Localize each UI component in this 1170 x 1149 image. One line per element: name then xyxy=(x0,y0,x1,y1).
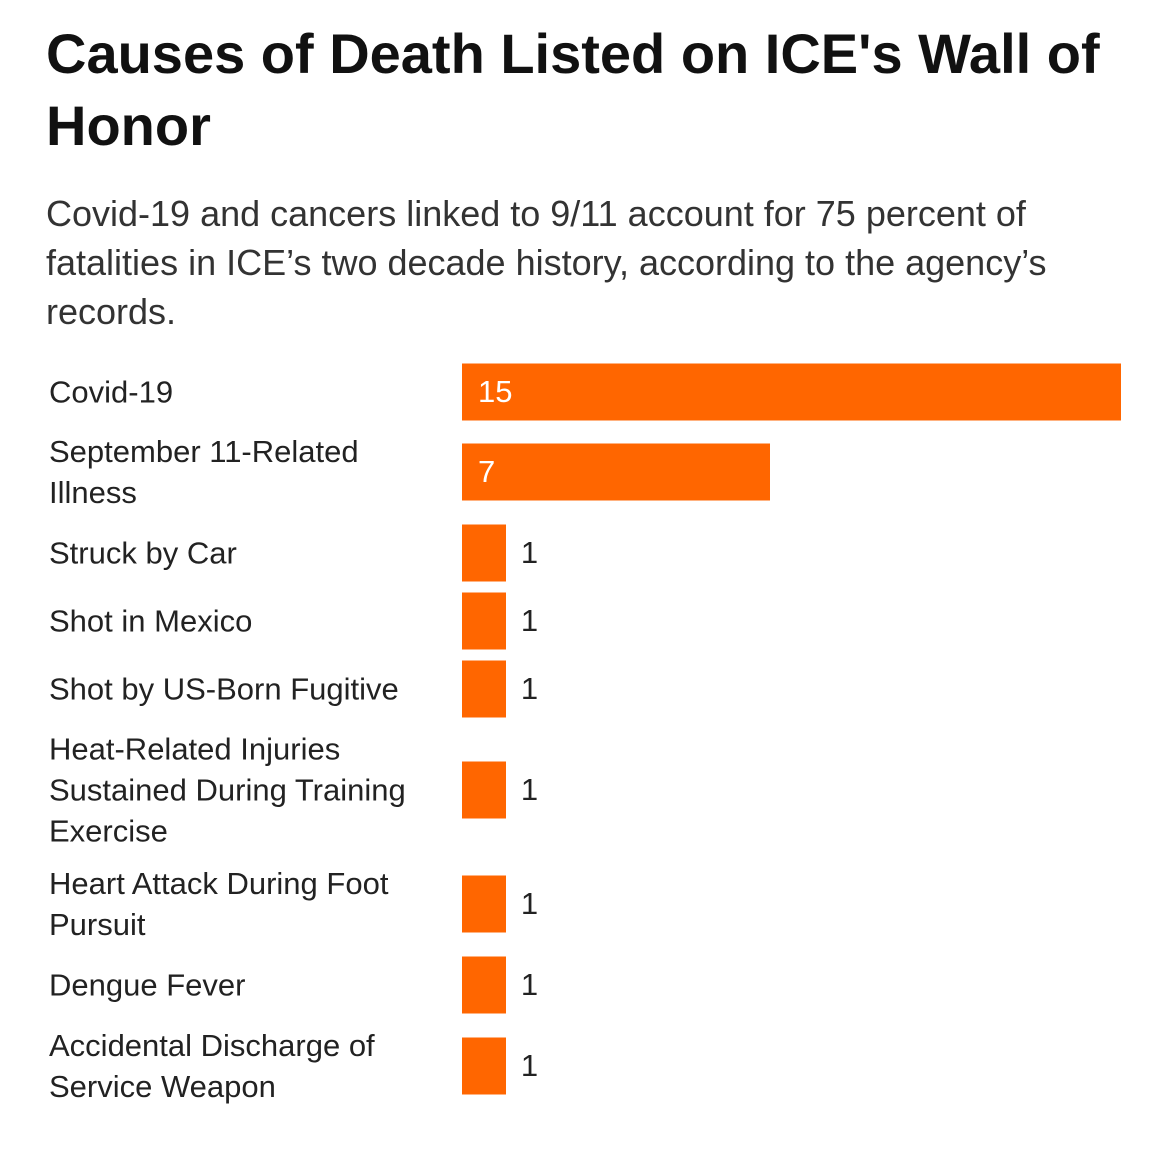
bar xyxy=(462,761,506,819)
bar xyxy=(462,443,770,501)
chart-title: Causes of Death Listed on ICE's Wall of … xyxy=(46,22,1100,157)
value-label: 1 xyxy=(520,671,539,706)
value-label: 1 xyxy=(520,1048,539,1083)
category-label: Shot by US-Born Fugitive xyxy=(49,671,399,707)
bar xyxy=(462,1037,506,1095)
value-label: 7 xyxy=(478,454,496,489)
value-label: 1 xyxy=(520,886,539,921)
category-label: September 11-Related Illness xyxy=(49,434,359,510)
category-label: Dengue Fever xyxy=(49,967,246,1003)
category-label: Shot in Mexico xyxy=(49,603,253,639)
category-label: Accidental Discharge of Service Weapon xyxy=(49,1028,375,1104)
bar xyxy=(462,660,506,718)
value-label: 1 xyxy=(520,603,539,638)
value-label: 1 xyxy=(520,967,539,1002)
bar xyxy=(462,363,1121,421)
value-label: 1 xyxy=(520,535,539,570)
value-label: 1 xyxy=(520,772,539,807)
category-label: Struck by Car xyxy=(49,535,237,571)
bar xyxy=(462,592,506,650)
chart-subtitle: Covid-19 and cancers linked to 9/11 acco… xyxy=(46,193,1047,332)
bar xyxy=(462,956,506,1014)
category-label: Heart Attack During Foot Pursuit xyxy=(49,866,389,942)
category-label: Covid-19 xyxy=(49,374,174,410)
bar xyxy=(462,875,506,933)
value-label: 15 xyxy=(478,374,513,409)
bar xyxy=(462,524,506,582)
category-label: Heat-Related Injuries Sustained During T… xyxy=(49,731,406,849)
